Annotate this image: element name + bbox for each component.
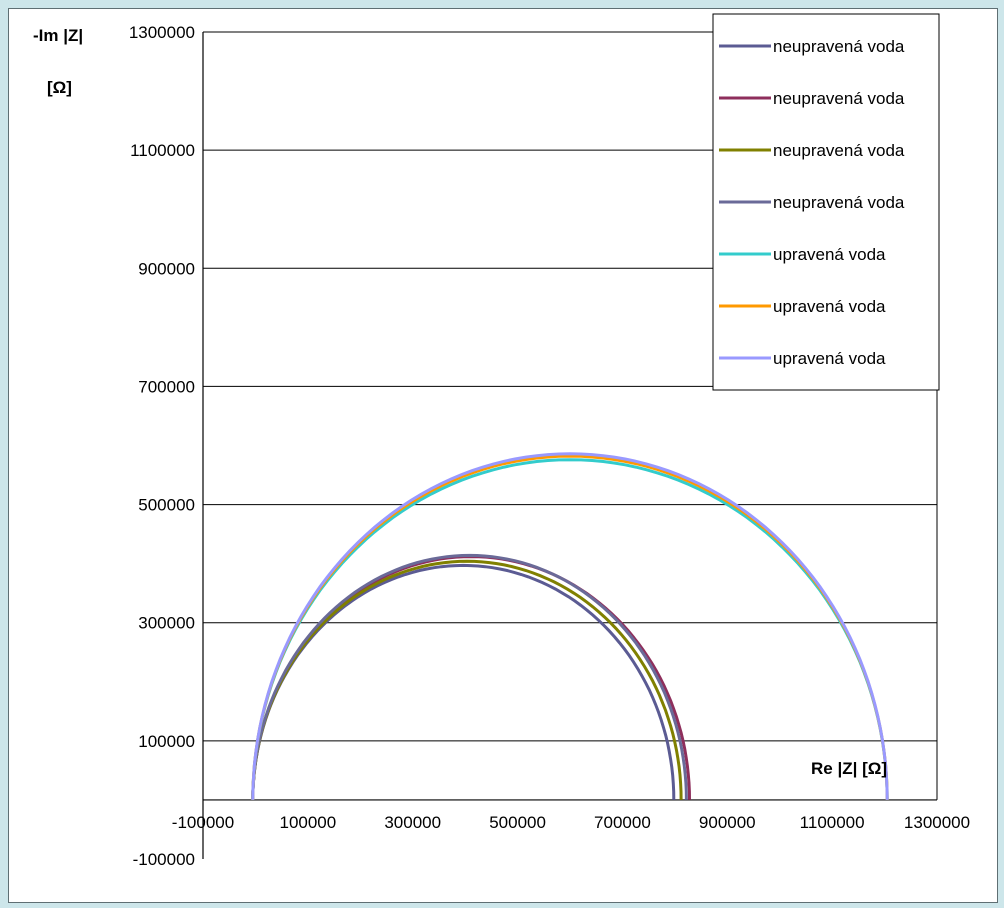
y-tick-label: -100000 [133,850,195,869]
y-tick-label: 700000 [138,377,195,396]
x-tick-labels: -100000 100000 300000 500000 700000 900000 110… [172,813,970,832]
legend-label: upravená voda [773,349,886,368]
legend-label: neupravená voda [773,37,905,56]
x-tick-label: 700000 [594,813,651,832]
x-tick-label: 300000 [384,813,441,832]
legend-label: neupravená voda [773,89,905,108]
y-tick-label: 900000 [138,259,195,278]
x-tick-label: -100000 [172,813,234,832]
series-line-1 [251,563,676,800]
y-tick-label: 1300000 [129,23,195,42]
y-tick-labels: -100000 100000 300000 500000 700000 900000 110… [129,23,195,869]
legend-label: upravená voda [773,245,886,264]
x-tick-label: 900000 [699,813,756,832]
x-tick-label: 1100000 [800,813,865,832]
series-line-7 [251,452,889,800]
chart-frame: -100000 100000 300000 500000 700000 900000 110… [8,8,998,903]
nyquist-chart: -100000 100000 300000 500000 700000 900000 110… [33,13,970,869]
series-line-4 [251,553,688,800]
y-tick-label: 1100000 [130,141,195,160]
series-group [251,452,889,800]
legend-label: neupravená voda [773,193,905,212]
y-tick-label: 300000 [138,614,195,633]
y-tick-label: 100000 [138,732,195,751]
x-tick-label: 100000 [279,813,336,832]
legend-label: neupravená voda [773,141,905,160]
series-line-6 [251,454,889,800]
x-tick-label: 1300000 [904,813,970,832]
y-tick-label: 500000 [138,496,195,515]
legend-label: upravená voda [773,297,886,316]
y-axis-title-line2: [Ω] [47,78,72,97]
y-axis-title-line1: -Im |Z| [33,26,83,45]
series-line-5 [251,458,889,800]
legend: neupravená voda neupravená voda neupravená… [712,13,940,391]
x-tick-label: 500000 [489,813,546,832]
x-axis-title: Re |Z| [Ω] [811,759,887,778]
